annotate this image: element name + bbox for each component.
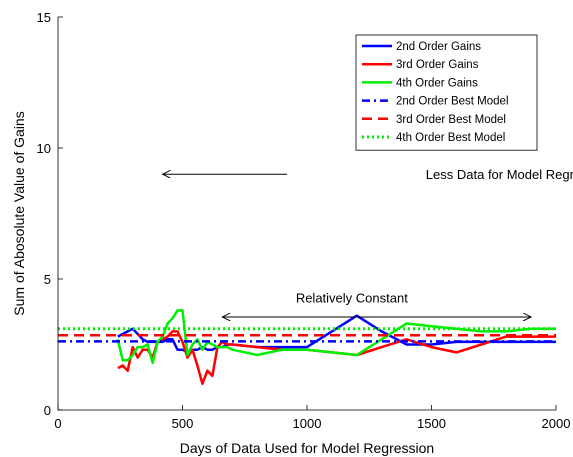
annotations: Less Data for Model Regression Relatively…	[163, 167, 573, 317]
y-tick-label: 0	[44, 403, 51, 418]
x-axis-label: Days of Data Used for Model Regression	[180, 440, 434, 456]
legend-entry-1: 2nd Order Gains	[396, 41, 481, 53]
y-tick-label: 15	[37, 10, 51, 25]
x-tick-label: 1500	[417, 416, 446, 431]
legend-entry-4: 2nd Order Best Model	[396, 96, 509, 108]
plot-area	[58, 309, 556, 386]
legend-entry-3: 4th Order Gains	[396, 77, 478, 89]
legend-entry-6: 4th Order Best Model	[396, 132, 505, 144]
legend-entry-2: 3rd Order Gains	[396, 59, 479, 71]
legend-entry-5: 3rd Order Best Model	[396, 114, 506, 126]
y-axis-label: Sum of Abosolute Value of Gains	[11, 111, 27, 315]
series-line-2	[117, 330, 556, 386]
x-tick-label: 0	[54, 416, 61, 431]
series-line-3	[116, 309, 556, 365]
legend-box	[355, 34, 538, 151]
annotation-text-1: Less Data for Model Regression	[426, 167, 573, 182]
x-tick-label: 500	[172, 416, 194, 431]
series-line-1	[117, 314, 556, 354]
annotation-text-2: Relatively Constant	[296, 290, 408, 305]
x-tick-label: 1000	[293, 416, 322, 431]
y-tick-label: 10	[37, 141, 51, 156]
axes: 0 500 1000 1500 2000 0 5 10 15	[37, 10, 571, 431]
x-tick-label: 2000	[542, 416, 571, 431]
legend: 2nd Order Gains 3rd Order Gains 4th Order …	[355, 34, 538, 151]
y-tick-label: 5	[44, 272, 51, 287]
